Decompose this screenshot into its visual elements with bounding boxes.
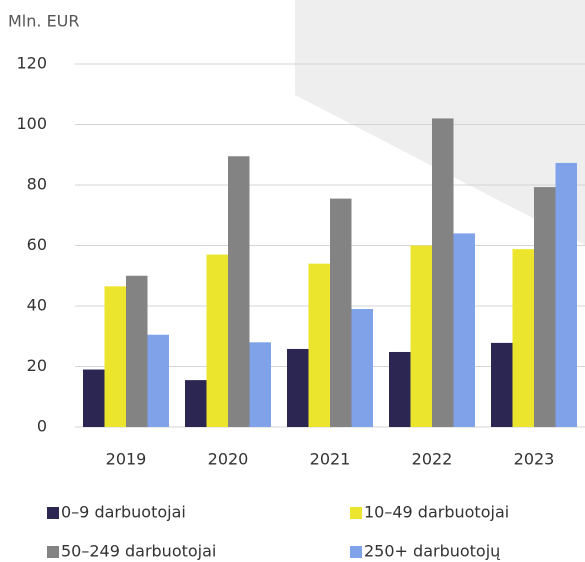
y-tick-label: 60 [27, 235, 47, 254]
bar [432, 118, 454, 427]
bar [308, 263, 330, 427]
legend-label: 50–249 darbuotojai [61, 542, 216, 561]
bar [534, 187, 556, 427]
legend-swatch [350, 546, 362, 558]
y-tick-label: 0 [37, 417, 47, 436]
bar [351, 309, 373, 427]
x-tick-label: 2023 [514, 450, 555, 469]
y-tick-label: 40 [27, 296, 47, 315]
x-tick-label: 2020 [208, 450, 249, 469]
y-tick-label: 80 [27, 175, 47, 194]
y-tick-label: 20 [27, 356, 47, 375]
legend-label: 0–9 darbuotojai [61, 503, 186, 522]
bar [389, 351, 411, 427]
bar [410, 245, 432, 427]
legend-label: 10–49 darbuotojai [364, 503, 509, 522]
bar [126, 275, 148, 427]
bar [185, 380, 207, 427]
bar [512, 249, 534, 427]
bar [330, 198, 352, 427]
legend-swatch [47, 546, 59, 558]
bar [147, 334, 169, 427]
bar [104, 286, 126, 427]
bar [83, 369, 105, 427]
bar [555, 162, 577, 428]
bar [249, 342, 271, 427]
x-tick-label: 2022 [412, 450, 453, 469]
bar [491, 342, 513, 427]
legend-swatch [47, 507, 59, 519]
bar [453, 233, 475, 427]
bar [287, 348, 309, 427]
y-axis-label: Mln. EUR [8, 12, 80, 31]
bar [206, 254, 228, 427]
legend-swatch [350, 507, 362, 519]
x-tick-label: 2019 [106, 450, 147, 469]
bar [228, 156, 250, 427]
legend-label: 250+ darbuotojų [364, 542, 500, 561]
y-tick-label: 120 [16, 54, 47, 73]
y-tick-label: 100 [16, 114, 47, 133]
x-tick-label: 2021 [310, 450, 351, 469]
